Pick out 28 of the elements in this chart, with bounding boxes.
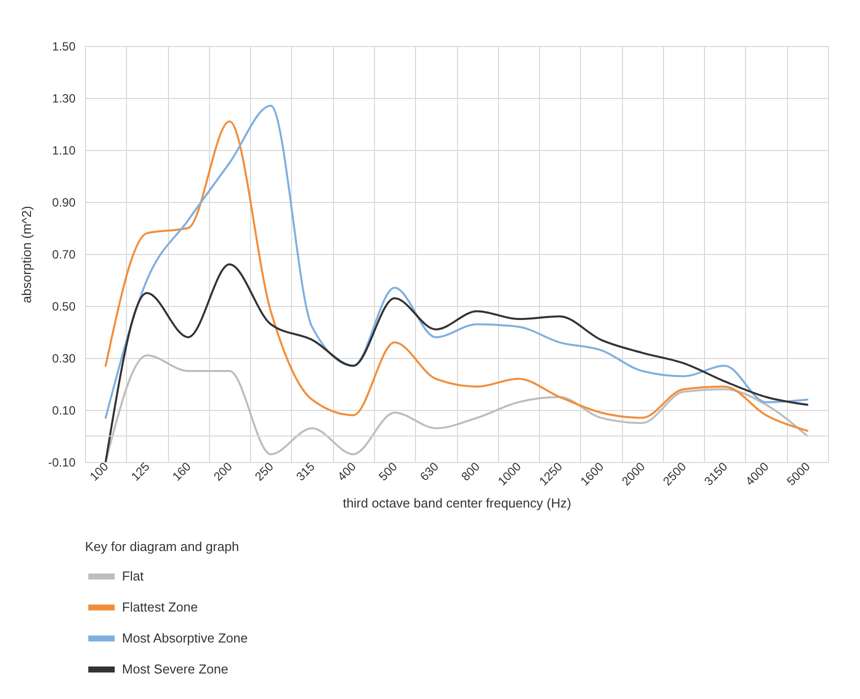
legend-label: Most Severe Zone bbox=[122, 662, 228, 676]
y-tick-label: 0.50 bbox=[52, 300, 76, 314]
x-tick-label: 160 bbox=[170, 459, 194, 484]
y-tick-label: -0.10 bbox=[48, 456, 76, 470]
y-tick-label: 1.30 bbox=[52, 92, 76, 106]
line-series bbox=[104, 354, 808, 462]
y-tick-label: 1.10 bbox=[52, 144, 76, 158]
y-tick-label: 0.10 bbox=[52, 404, 76, 418]
x-tick-label: 125 bbox=[128, 459, 153, 484]
x-tick-label: 400 bbox=[334, 459, 359, 484]
x-tick-label: 800 bbox=[458, 459, 483, 484]
y-tick-label: 0.90 bbox=[52, 196, 76, 210]
y-axis-title: absorption (m^2) bbox=[19, 206, 34, 304]
y-tick-label: 1.50 bbox=[52, 40, 76, 54]
x-tick-label: 250 bbox=[252, 459, 276, 484]
legend-title: Key for diagram and graph bbox=[85, 539, 239, 554]
legend-label: Flat bbox=[122, 568, 144, 584]
line-series bbox=[104, 263, 808, 462]
x-tick-label: 500 bbox=[376, 459, 400, 484]
legend-label: Most Absorptive Zone bbox=[122, 630, 248, 646]
x-tick-label: 315 bbox=[293, 459, 318, 484]
legend-label: Flattest Zone bbox=[122, 600, 198, 614]
x-axis-title: third octave band center frequency (Hz) bbox=[342, 496, 572, 511]
y-tick-label: 0.30 bbox=[52, 352, 76, 366]
x-tick-label: 200 bbox=[210, 459, 236, 484]
x-tick-label: 100 bbox=[87, 459, 112, 484]
x-tick-label: 630 bbox=[417, 459, 442, 484]
y-tick-label: 0.70 bbox=[52, 248, 76, 262]
